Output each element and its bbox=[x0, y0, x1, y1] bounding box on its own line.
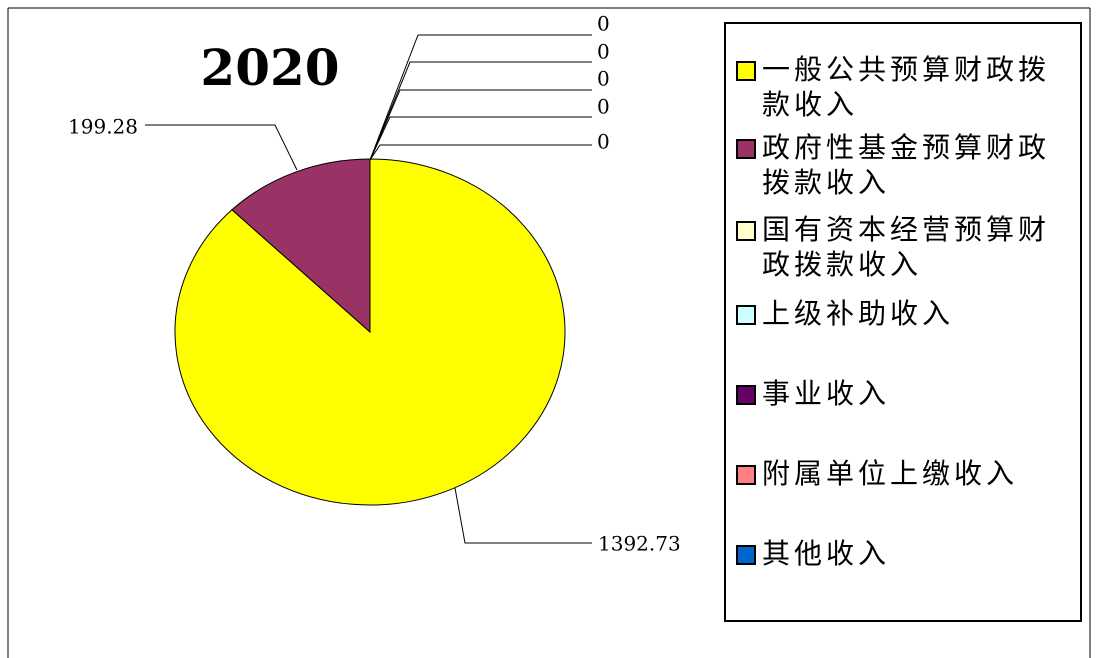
data-label: 0 bbox=[597, 40, 610, 64]
legend-label: 其他收入 bbox=[762, 537, 891, 570]
data-label: 0 bbox=[597, 95, 610, 119]
legend-swatch bbox=[736, 61, 756, 81]
leader-line bbox=[145, 124, 298, 171]
data-label: 0 bbox=[597, 67, 610, 91]
legend-label: 政府性基金预算财政拨款收入 bbox=[762, 131, 1051, 199]
chart-title: 2020 bbox=[200, 38, 339, 97]
legend-item: 一般公共预算财政拨款收入 bbox=[734, 52, 1074, 122]
legend-item: 上级补助收入 bbox=[734, 296, 1074, 331]
data-label: 0 bbox=[597, 130, 610, 154]
leader-line bbox=[369, 34, 592, 161]
legend-item: 事业收入 bbox=[734, 376, 1074, 411]
legend-swatch bbox=[736, 465, 756, 485]
legend-label: 附属单位上缴收入 bbox=[762, 457, 1019, 490]
legend-label: 事业收入 bbox=[762, 377, 891, 410]
legend-swatch bbox=[736, 221, 756, 241]
leader-line bbox=[369, 144, 592, 161]
pie-slice bbox=[231, 158, 371, 334]
legend-swatch bbox=[736, 305, 756, 325]
legend-item: 其他收入 bbox=[734, 536, 1074, 571]
leader-line bbox=[369, 89, 592, 161]
data-label: 1392.73 bbox=[598, 532, 681, 556]
legend-item: 政府性基金预算财政拨款收入 bbox=[734, 130, 1074, 200]
legend-swatch bbox=[736, 545, 756, 565]
legend-item: 附属单位上缴收入 bbox=[734, 456, 1074, 491]
legend-swatch bbox=[736, 139, 756, 159]
legend-swatch bbox=[736, 385, 756, 405]
data-label: 199.28 bbox=[68, 115, 138, 139]
legend: 一般公共预算财政拨款收入 政府性基金预算财政拨款收入 国有资本经营预算财政拨款收入上… bbox=[724, 22, 1082, 622]
legend-label: 上级补助收入 bbox=[762, 297, 955, 330]
data-label: 0 bbox=[597, 12, 610, 36]
leader-line bbox=[369, 61, 592, 161]
legend-item: 国有资本经营预算财政拨款收入 bbox=[734, 212, 1074, 282]
leader-line bbox=[369, 116, 592, 161]
leader-line bbox=[454, 487, 592, 544]
legend-label: 一般公共预算财政拨款收入 bbox=[762, 53, 1051, 121]
legend-label: 国有资本经营预算财政拨款收入 bbox=[762, 213, 1051, 281]
